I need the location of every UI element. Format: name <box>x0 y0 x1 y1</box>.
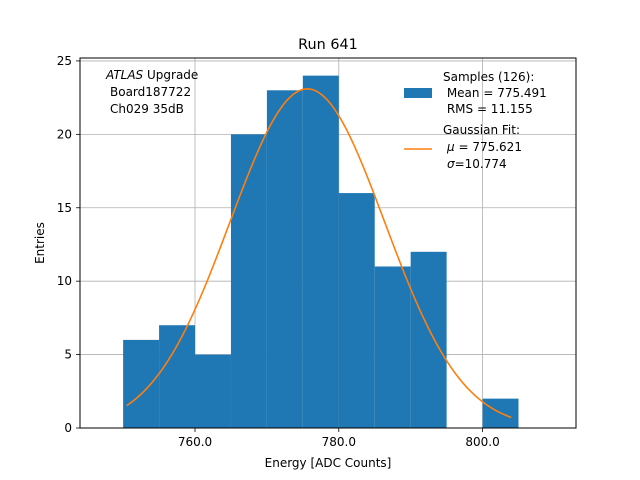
atlas-annotation: ATLAS Upgrade Board187722 Ch029 35dB <box>105 68 198 116</box>
legend-histogram-label: Samples (126): <box>443 70 534 84</box>
x-axis-label: Energy [ADC Counts] <box>265 456 392 470</box>
x-tick-label: 800.0 <box>465 435 499 449</box>
x-axis-ticks: 760.0 780.0 800.0 <box>178 428 500 449</box>
y-tick-label: 15 <box>57 201 72 215</box>
gaussian-fit-layer <box>126 88 512 419</box>
histogram-bars <box>123 75 519 429</box>
histogram-bar <box>123 339 160 428</box>
axes-frame <box>79 57 577 429</box>
y-tick-label: 10 <box>57 274 72 288</box>
histogram-bar <box>230 134 267 428</box>
histogram-bar <box>195 354 231 428</box>
legend-histogram-rms: RMS = 11.155 <box>443 102 533 116</box>
y-axis-ticks: 0 5 10 15 20 25 <box>57 54 80 435</box>
gaussian-fit-curve <box>126 88 512 419</box>
histogram-bar <box>338 193 375 428</box>
legend-histogram-swatch <box>404 88 432 98</box>
legend-fit-label: Gaussian Fit: <box>443 123 520 137</box>
annotation-line-1: ATLAS Upgrade <box>105 68 198 82</box>
histogram-bar <box>302 75 339 428</box>
legend: Samples (126): Mean = 775.491 RMS = 11.1… <box>404 70 547 171</box>
y-tick-label: 5 <box>64 348 72 362</box>
legend-fit-mu: μ = 775.621 <box>446 140 522 154</box>
y-tick-label: 25 <box>57 54 72 68</box>
annotation-line-2: Board187722 <box>110 85 191 99</box>
x-tick-label: 780.0 <box>322 435 356 449</box>
y-tick-label: 0 <box>64 421 72 435</box>
histogram-bar <box>266 90 303 429</box>
legend-histogram-mean: Mean = 775.491 <box>443 86 547 100</box>
annotation-line-3: Ch029 35dB <box>110 102 184 116</box>
y-axis-label: Entries <box>33 222 47 264</box>
chart-title: Run 641 <box>298 37 358 53</box>
legend-fit-sigma: σ=10.774 <box>447 157 507 171</box>
histogram-bar <box>159 325 196 428</box>
histogram-bar <box>374 266 411 428</box>
x-tick-label: 760.0 <box>178 435 212 449</box>
y-tick-label: 20 <box>57 127 72 141</box>
histogram-bar <box>410 251 447 428</box>
